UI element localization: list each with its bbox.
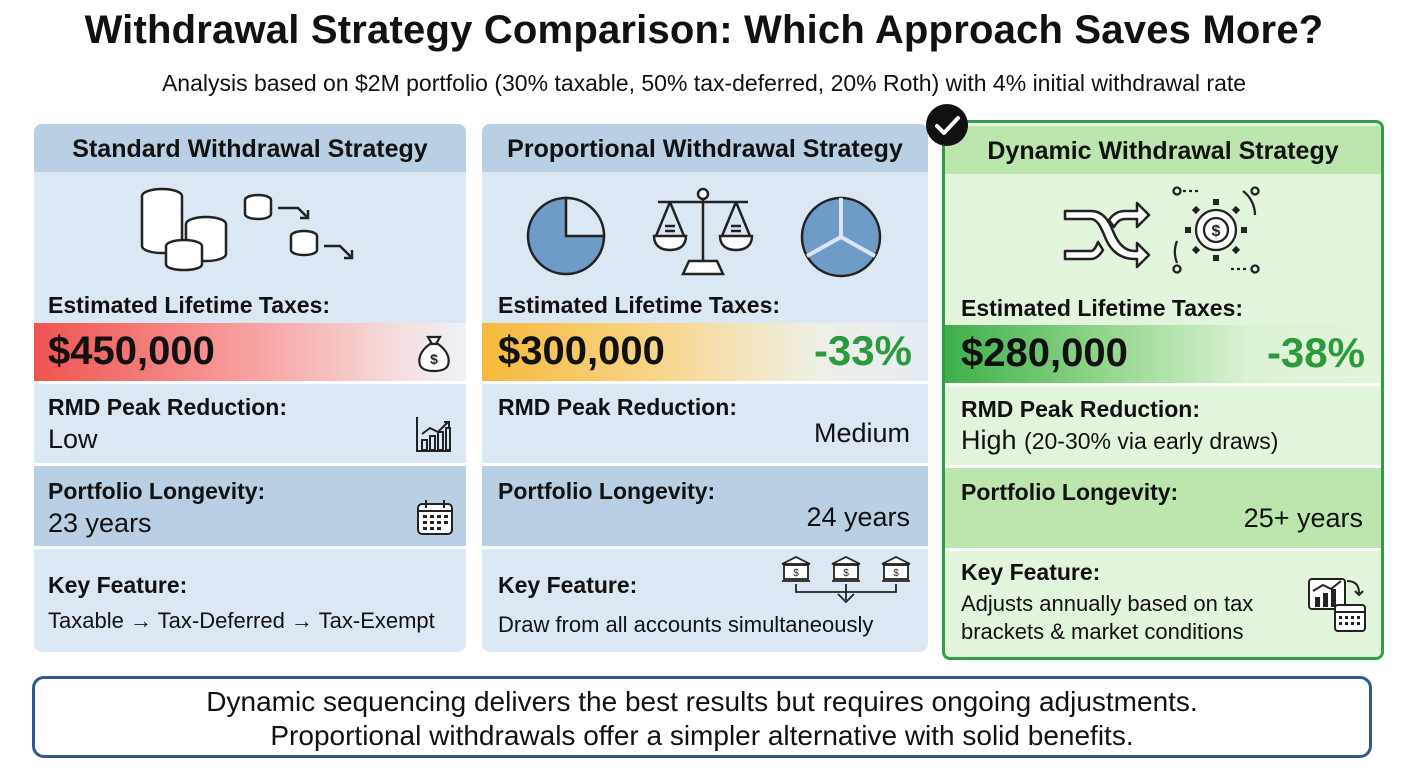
card-heading: Proportional Withdrawal Strategy — [482, 124, 928, 172]
taxes-band: $300,000 -33% — [482, 323, 928, 381]
feature-value: Draw from all accounts simultaneously — [498, 612, 874, 637]
pie-chart-icon — [526, 196, 606, 276]
feature-value: Taxable → Tax-Deferred → Tax-Exempt — [48, 608, 435, 633]
rmd-value: Medium — [813, 418, 910, 448]
feature-label: Key Feature: — [961, 559, 1101, 585]
taxes-label: Estimated Lifetime Taxes: — [498, 292, 781, 318]
cascading-coins-icon — [243, 193, 354, 260]
rmd-label: RMD Peak Reduction: — [498, 394, 737, 420]
longevity-band — [945, 468, 1381, 548]
card-heading: Standard Withdrawal Strategy — [34, 124, 466, 172]
reduction-percent: -33% — [813, 327, 912, 374]
proportional-strategy-card: Proportional Withdrawal Strategy Estimat… — [482, 124, 928, 652]
longevity-value: 23 years — [48, 508, 152, 538]
taxes-label: Estimated Lifetime Taxes: — [961, 295, 1244, 321]
taxes-band: $280,000 -38% — [945, 325, 1381, 383]
longevity-label: Portfolio Longevity: — [961, 479, 1179, 505]
standard-strategy-card: Standard Withdrawal Strategy — [34, 124, 466, 652]
svg-text:$: $ — [1212, 223, 1221, 240]
coin-stack-icon — [140, 187, 228, 272]
taxes-value: $280,000 — [961, 331, 1128, 375]
balance-scale-icon — [652, 187, 754, 276]
svg-text:$: $ — [793, 568, 799, 579]
rmd-label: RMD Peak Reduction: — [961, 396, 1200, 422]
money-bag-icon: $ — [418, 335, 450, 373]
rmd-value-row: High (20-30% via early draws) — [961, 425, 1278, 456]
svg-text:$: $ — [843, 568, 849, 579]
feature-value-line2: brackets & market conditions — [961, 619, 1244, 644]
calendar-icon — [417, 500, 453, 535]
icon-row — [34, 176, 466, 294]
page-subtitle: Analysis based on $2M portfolio (30% tax… — [161, 70, 1247, 96]
three-banks-icon: $ $ $ — [781, 555, 911, 604]
check-badge-icon — [926, 104, 968, 146]
dynamic-strategy-card: Dynamic Withdrawal Strategy $ Estimated … — [942, 120, 1384, 660]
longevity-band — [34, 466, 466, 546]
card-heading: Dynamic Withdrawal Strategy — [945, 126, 1381, 174]
summary-line-1: Dynamic sequencing delivers the best res… — [206, 686, 1198, 717]
dollar-gear-cycle-icon: $ — [1172, 186, 1260, 274]
longevity-band — [482, 466, 928, 546]
bar-chart-icon — [416, 417, 451, 452]
taxes-label: Estimated Lifetime Taxes: — [48, 292, 331, 318]
feature-label: Key Feature: — [48, 572, 188, 598]
page-title: Withdrawal Strategy Comparison: Which Ap… — [84, 8, 1324, 52]
taxes-band: $450,000 $ — [34, 323, 466, 381]
longevity-value: 24 years — [806, 502, 910, 532]
feature-label: Key Feature: — [498, 572, 638, 598]
segmented-pie-icon — [800, 196, 882, 278]
longevity-label: Portfolio Longevity: — [48, 478, 266, 504]
taxes-value: $300,000 — [498, 329, 665, 373]
summary-box: Dynamic sequencing delivers the best res… — [32, 676, 1372, 758]
taxes-value: $450,000 — [48, 329, 215, 373]
feature-value-line1: Adjusts annually based on tax — [961, 591, 1254, 616]
rmd-note: (20-30% via early draws) — [1024, 428, 1279, 454]
summary-line-2: Proportional withdrawals offer a simpler… — [270, 720, 1134, 751]
icon-row: $ — [945, 179, 1381, 297]
rmd-value: Low — [48, 424, 98, 454]
icon-row — [482, 176, 928, 294]
longevity-value: 25+ years — [1243, 503, 1363, 533]
svg-text:$: $ — [893, 568, 899, 579]
svg-text:$: $ — [430, 351, 438, 367]
rmd-value: High — [961, 425, 1017, 455]
rmd-label: RMD Peak Reduction: — [48, 394, 287, 420]
reduction-percent: -38% — [1266, 329, 1365, 376]
chart-calendar-icon — [1308, 578, 1366, 632]
shuffle-arrows-icon — [1063, 201, 1151, 269]
longevity-label: Portfolio Longevity: — [498, 478, 716, 504]
